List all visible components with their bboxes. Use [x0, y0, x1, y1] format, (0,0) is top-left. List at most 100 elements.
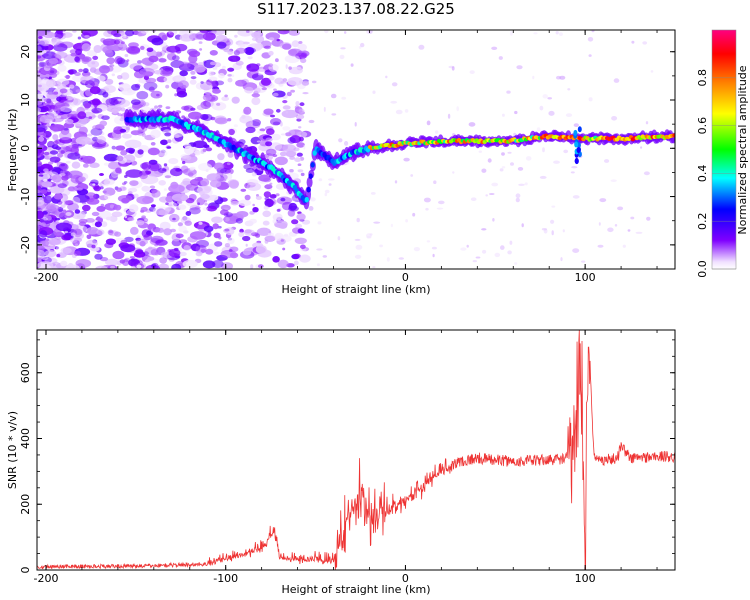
heatmap-noise-blob: [491, 46, 498, 50]
heatmap-noise-blob: [372, 266, 376, 269]
heatmap-noise-blob: [144, 218, 148, 221]
heatmap-noise-blob: [106, 57, 115, 65]
heatmap-noise-blob: [120, 72, 130, 80]
heatmap-noise-blob: [133, 193, 139, 199]
heatmap-noise-blob: [108, 230, 113, 233]
heatmap-noise-blob: [300, 248, 307, 252]
heatmap-noise-blob: [208, 76, 218, 82]
heatmap-noise-blob: [107, 161, 122, 170]
heatmap-noise-blob: [423, 197, 431, 203]
heatmap-noise-blob: [43, 217, 48, 221]
heatmap-noise-blob: [161, 34, 168, 41]
heatmap-noise-blob: [646, 216, 651, 221]
heatmap-noise-blob: [276, 208, 281, 212]
heatmap-noise-blob: [390, 223, 393, 228]
heatmap-noise-blob: [86, 234, 92, 240]
heatmap-noise-blob: [37, 104, 44, 108]
heatmap-noise-blob: [93, 185, 101, 192]
heatmap-noise-blob: [276, 108, 281, 113]
heatmap-noise-blob: [485, 194, 489, 197]
heatmap-noise-blob: [136, 220, 145, 226]
heatmap-noise-blob: [100, 221, 108, 228]
heatmap-noise-blob: [197, 202, 201, 206]
heatmap-noise-blob: [120, 239, 127, 246]
heatmap-noise-blob: [82, 155, 96, 164]
heatmap-noise-blob: [200, 178, 210, 187]
heatmap-noise-blob: [294, 237, 307, 244]
x-tick-label: -100: [213, 572, 238, 585]
heatmap-noise-blob: [418, 44, 425, 50]
heatmap-noise-blob: [224, 217, 230, 222]
heatmap-noise-blob: [150, 129, 161, 139]
heatmap-noise-blob: [542, 147, 545, 153]
heatmap-noise-blob: [272, 92, 279, 97]
heatmap-noise-blob: [141, 185, 150, 192]
heatmap-noise-blob: [137, 32, 143, 37]
heatmap-noise-blob: [264, 239, 269, 244]
heatmap-noise-blob: [344, 141, 349, 146]
heatmap-noise-blob: [242, 235, 251, 242]
heatmap-noise-blob: [73, 250, 81, 256]
heatmap-noise-blob: [37, 160, 43, 168]
heatmap-noise-blob: [51, 174, 62, 183]
heatmap-noise-blob: [284, 54, 300, 64]
heatmap-noise-blob: [610, 179, 617, 182]
heatmap-noise-blob: [510, 162, 514, 166]
heatmap-noise-blob: [163, 163, 168, 167]
heatmap-noise-blob: [54, 146, 62, 151]
heatmap-noise-blob: [179, 70, 188, 77]
heatmap-noise-blob: [273, 88, 277, 91]
heatmap-noise-blob: [435, 130, 439, 134]
heatmap-noise-blob: [249, 211, 255, 215]
heatmap-noise-blob: [555, 31, 559, 35]
heatmap-noise-blob: [177, 201, 183, 204]
heatmap-noise-blob: [60, 105, 73, 113]
heatmap-noise-blob: [63, 122, 75, 129]
heatmap-noise-blob: [171, 55, 180, 61]
heatmap-noise-blob: [120, 244, 136, 253]
heatmap-noise-blob: [99, 195, 109, 201]
heatmap-noise-blob: [264, 197, 270, 201]
heatmap-noise-blob: [64, 230, 68, 234]
heatmap-noise-blob: [405, 219, 408, 223]
heatmap-noise-blob: [167, 139, 172, 144]
heatmap-noise-blob: [47, 203, 56, 210]
heatmap-noise-blob: [38, 84, 42, 88]
heatmap-noise-blob: [591, 30, 595, 33]
heatmap-noise-blob: [48, 125, 54, 129]
heatmap-noise-blob: [99, 131, 105, 136]
heatmap-noise-blob: [256, 227, 271, 236]
heatmap-noise-blob: [233, 124, 238, 128]
heatmap-noise-blob: [227, 237, 235, 245]
heatmap-noise-blob: [324, 189, 330, 194]
heatmap-noise-blob: [533, 32, 538, 35]
y-tick-label: 600: [19, 362, 32, 383]
snr-y-label: SNR (10 * v/v): [6, 411, 19, 489]
heatmap-noise-blob: [394, 180, 398, 184]
heatmap-noise-blob: [66, 95, 74, 101]
heatmap-noise-blob: [240, 188, 247, 192]
heatmap-noise-blob: [47, 32, 54, 37]
heatmap-noise-blob: [570, 171, 575, 174]
heatmap-noise-blob: [170, 167, 183, 177]
heatmap-noise-blob: [178, 204, 187, 210]
heatmap-noise-blob: [125, 30, 135, 37]
heatmap-noise-blob: [550, 219, 555, 224]
heatmap-noise-blob: [117, 75, 123, 80]
heatmap-noise-blob: [172, 217, 176, 221]
heatmap-noise-blob: [275, 58, 279, 63]
heatmap-noise-blob: [72, 196, 81, 204]
heatmap-noise-blob: [227, 118, 232, 122]
heatmap-noise-blob: [111, 73, 116, 77]
heatmap-noise-blob: [69, 84, 75, 89]
heatmap-noise-blob: [129, 63, 143, 70]
heatmap-noise-blob: [272, 154, 278, 158]
heatmap-noise-blob: [213, 162, 225, 171]
heatmap-noise-blob: [180, 165, 189, 173]
colorbar-tick-label: 0.4: [696, 165, 709, 183]
heatmap-noise-blob: [188, 111, 202, 120]
heatmap-noise-blob: [245, 168, 255, 173]
heatmap-noise-blob: [502, 113, 505, 117]
heatmap-noise-blob: [62, 144, 67, 148]
heatmap-noise-blob: [492, 218, 495, 222]
